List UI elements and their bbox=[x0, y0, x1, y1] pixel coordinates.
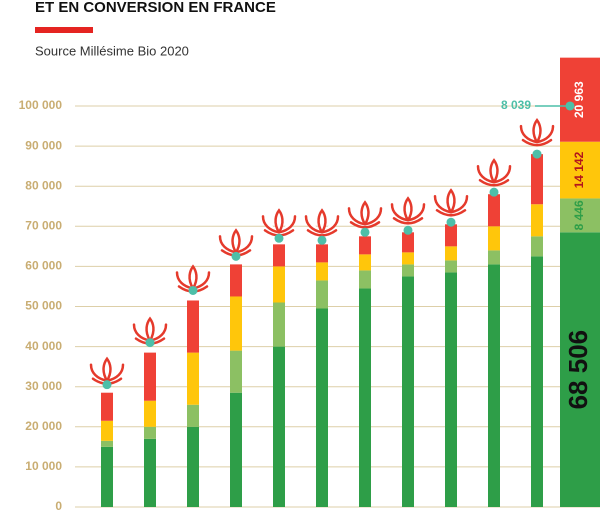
dot bbox=[565, 101, 575, 111]
chart-subtitle: Source Millésime Bio 2020 bbox=[35, 43, 189, 58]
value-label: 14 142 bbox=[572, 151, 586, 188]
bar-segment bbox=[273, 266, 285, 303]
flower bbox=[89, 356, 125, 385]
dot bbox=[489, 187, 499, 197]
bar-segment bbox=[316, 308, 328, 507]
bar-segment bbox=[445, 260, 457, 273]
dot bbox=[102, 380, 112, 390]
bar-segment bbox=[560, 57, 600, 142]
flower bbox=[347, 200, 383, 229]
dot bbox=[360, 227, 370, 237]
bar-segment bbox=[402, 264, 414, 277]
flower bbox=[476, 158, 512, 187]
dot bbox=[317, 235, 327, 245]
bar-segment bbox=[187, 352, 199, 405]
bar-segment bbox=[531, 154, 543, 205]
flower bbox=[390, 196, 426, 225]
bar-segment bbox=[101, 392, 113, 421]
bar-segment bbox=[187, 300, 199, 353]
bar-segment bbox=[402, 232, 414, 253]
bar-segment bbox=[402, 252, 414, 265]
y-tick-label: 100 000 bbox=[19, 98, 63, 112]
bar-segment bbox=[531, 256, 543, 507]
bar-segment bbox=[230, 264, 242, 297]
bar-segment bbox=[101, 440, 113, 447]
bar-segment bbox=[273, 244, 285, 267]
dot bbox=[446, 217, 456, 227]
bar-segment bbox=[144, 400, 156, 427]
bar-segment bbox=[230, 296, 242, 351]
bar-segment bbox=[402, 276, 414, 507]
bar-segment bbox=[187, 404, 199, 427]
bar-segment bbox=[445, 246, 457, 261]
bar-segment bbox=[144, 426, 156, 439]
y-tick-label: 80 000 bbox=[25, 178, 62, 192]
bar-segment bbox=[144, 352, 156, 401]
bar-segment bbox=[187, 426, 199, 507]
bar-segment bbox=[230, 392, 242, 507]
y-tick-label: 60 000 bbox=[25, 259, 62, 273]
bar-segment bbox=[359, 254, 371, 271]
dot bbox=[274, 233, 284, 243]
bar-segment bbox=[230, 350, 242, 393]
bar-segment bbox=[445, 224, 457, 247]
dot bbox=[145, 338, 155, 348]
bar-segment bbox=[359, 288, 371, 507]
y-tick-label: 40 000 bbox=[25, 339, 62, 353]
flower bbox=[433, 188, 469, 217]
y-tick-label: 0 bbox=[55, 499, 62, 510]
y-tick-label: 50 000 bbox=[25, 299, 62, 313]
value-label: 20 963 bbox=[572, 81, 586, 118]
flower bbox=[304, 208, 340, 237]
y-tick-label: 90 000 bbox=[25, 138, 62, 152]
flower bbox=[557, 1, 603, 38]
bar-segment bbox=[273, 346, 285, 507]
bar-segment bbox=[488, 250, 500, 265]
bar-segment bbox=[101, 446, 113, 507]
bar-segment bbox=[359, 270, 371, 289]
bar-segment bbox=[273, 302, 285, 347]
y-tick-label: 70 000 bbox=[25, 218, 62, 232]
bar-segment bbox=[488, 194, 500, 227]
y-tick-label: 10 000 bbox=[25, 459, 62, 473]
title-underline bbox=[35, 27, 93, 33]
bar-segment bbox=[488, 264, 500, 507]
y-tick-label: 20 000 bbox=[25, 419, 62, 433]
dot bbox=[231, 251, 241, 261]
bar-segment bbox=[531, 204, 543, 237]
bar-segment bbox=[144, 438, 156, 507]
bar-segment bbox=[101, 420, 113, 441]
dot bbox=[188, 285, 198, 295]
value-label: 68 506 bbox=[563, 330, 593, 410]
flower bbox=[519, 118, 555, 147]
bar-segment bbox=[560, 232, 600, 507]
bar-segment bbox=[560, 198, 600, 233]
y-tick-label: 30 000 bbox=[25, 379, 62, 393]
bar-segment bbox=[445, 272, 457, 507]
value-label: 8 446 bbox=[572, 200, 586, 230]
bar-segment bbox=[359, 236, 371, 255]
flower bbox=[175, 264, 211, 293]
flower bbox=[132, 316, 168, 345]
dot bbox=[403, 225, 413, 235]
bar-segment bbox=[316, 244, 328, 263]
flower bbox=[261, 208, 297, 237]
bar-segment bbox=[488, 226, 500, 251]
flower bbox=[218, 228, 254, 257]
value-label: 8 039 bbox=[501, 98, 531, 112]
bar-segment bbox=[316, 280, 328, 309]
chart-title: ET EN CONVERSION EN FRANCE bbox=[35, 0, 276, 16]
bar-segment bbox=[560, 141, 600, 199]
bar-segment bbox=[531, 236, 543, 257]
dot bbox=[532, 149, 542, 159]
bar-segment bbox=[316, 262, 328, 281]
